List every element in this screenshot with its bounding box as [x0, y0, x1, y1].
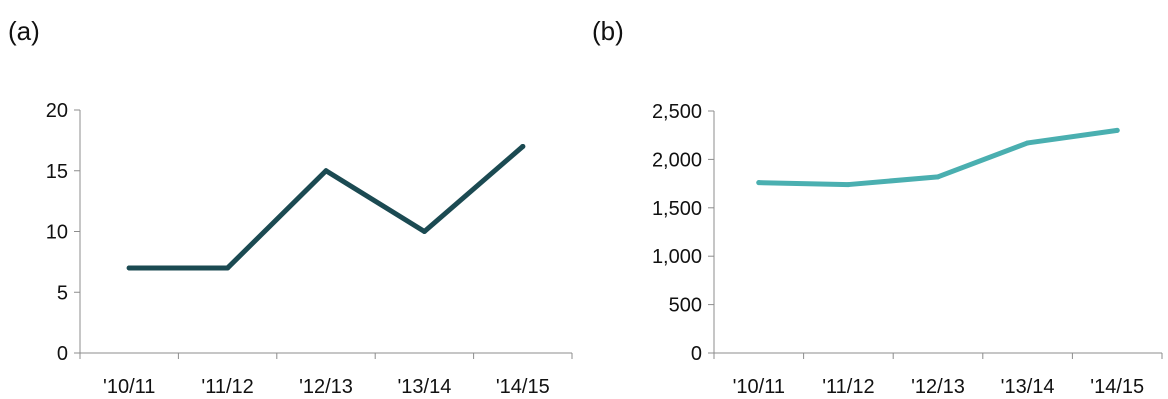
data-point [1025, 140, 1031, 146]
chart-panel-a: (a) 0 5 10 15 20 '10/11 '11/12 '12/13 '13/14 '14/… [8, 16, 573, 398]
y-tick-label: 15 [46, 161, 68, 183]
panel-label-a: (a) [8, 16, 40, 46]
chart-b-svg: 0 500 1,000 1,500 2,000 2,500 '10/11 '11/12 '12/… [652, 101, 1163, 398]
chart-panel-b: (b) 0 500 1,000 1,500 2,000 2,500 '10/11 '11/12… [584, 0, 1168, 399]
chart-a-svg: 0 5 10 15 20 '10/11 '11/12 '12/13 '13/14 '14/15 [46, 100, 573, 398]
x-tick-label: '10/11 [103, 376, 155, 398]
y-tick-label: 5 [57, 282, 68, 304]
x-tick-label: '11/12 [822, 376, 874, 398]
y-tick-label: 500 [669, 295, 702, 317]
y-tick-label: 1,000 [652, 246, 702, 268]
data-point [756, 180, 762, 186]
x-tick-label: '14/15 [1090, 376, 1144, 398]
data-point [421, 229, 427, 234]
data-point [225, 265, 231, 271]
panel-label-b: (b) [592, 16, 624, 46]
x-tick-label: '12/13 [299, 376, 353, 398]
x-tick-label: '14/15 [496, 376, 550, 398]
data-point [126, 265, 132, 271]
x-tick-label: '11/12 [201, 376, 253, 398]
x-tick-label: '12/13 [911, 376, 965, 398]
data-point [935, 174, 941, 180]
y-tick-label: 10 [46, 222, 68, 244]
data-point [520, 143, 526, 149]
y-tick-label: 2,500 [652, 101, 702, 123]
series-line [126, 143, 526, 271]
y-tick-label: 2,000 [652, 149, 702, 171]
y-tick-label: 0 [691, 343, 702, 365]
data-point [1114, 127, 1120, 133]
x-tick-label: '13/14 [1001, 376, 1055, 398]
data-point [845, 182, 851, 188]
data-point [323, 168, 329, 174]
y-tick-label: 20 [46, 100, 68, 122]
x-tick-label: '13/14 [397, 376, 451, 398]
x-tick-label: '10/11 [733, 376, 785, 398]
y-tick-label: 0 [57, 343, 68, 365]
y-tick-label: 1,500 [652, 198, 702, 220]
